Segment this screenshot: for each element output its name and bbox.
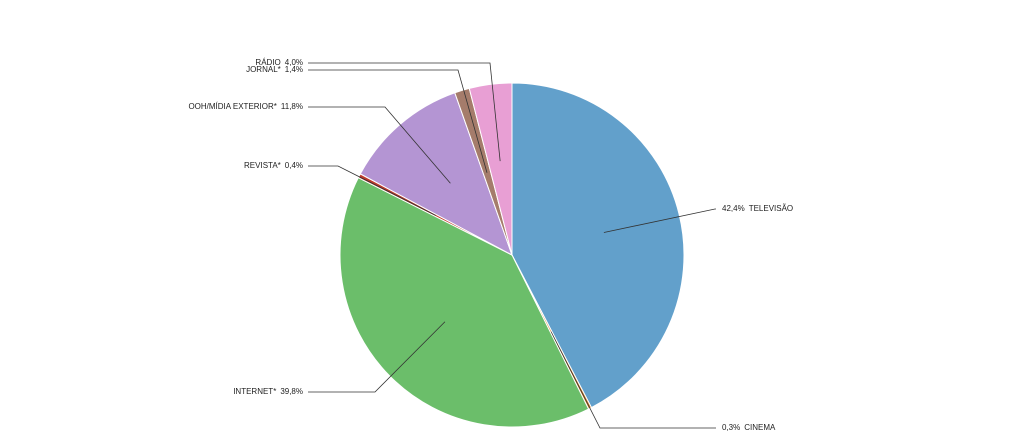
label-part: REVISTA* <box>244 161 281 170</box>
slice-label: 42,4% TELEVISÃO <box>722 204 793 213</box>
label-part: 0,4% <box>285 161 303 170</box>
leader-line <box>550 331 716 429</box>
slice-label: REVISTA* 0,4% <box>244 161 303 170</box>
pie-slice <box>511 82 685 409</box>
slice-label: INTERNET* 39,8% <box>233 387 303 396</box>
slice-label: OOH/MÍDIA EXTERIOR* 11,8% <box>188 102 303 111</box>
leader-line <box>308 165 436 216</box>
label-part: 11,8% <box>281 102 303 111</box>
label-part: CINEMA <box>744 423 776 432</box>
label-part: OOH/MÍDIA EXTERIOR* <box>188 102 276 111</box>
label-part: 0,3% <box>722 423 740 432</box>
label-part: 42,4% <box>722 204 745 213</box>
slice-label: RÁDIO 4,0% <box>255 58 303 67</box>
slice-label: 0,3% CINEMA <box>722 423 776 432</box>
label-part: TELEVISÃO <box>749 204 793 213</box>
label-part: 4,0% <box>285 58 303 67</box>
leader-line <box>308 62 501 162</box>
slice-label: JORNAL* 1,4% <box>246 65 303 74</box>
leader-line <box>308 69 488 173</box>
label-part: 1,4% <box>285 65 303 74</box>
leader-line <box>308 321 446 393</box>
label-part: INTERNET* <box>233 387 276 396</box>
pie-slice <box>468 82 513 256</box>
label-part: 39,8% <box>280 387 303 396</box>
leader-line <box>603 208 716 233</box>
label-part: RÁDIO <box>255 58 280 67</box>
label-part: JORNAL* <box>246 65 281 74</box>
leader-line <box>308 106 451 184</box>
